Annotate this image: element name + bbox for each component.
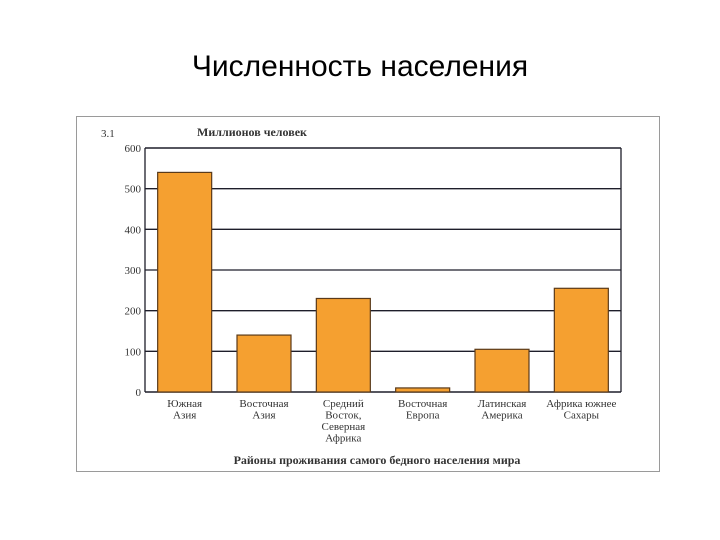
- x-tick-label: Южная Азия: [167, 398, 202, 422]
- grid-lines: [144, 147, 622, 393]
- y-tick-label: 600: [125, 143, 142, 155]
- x-tick-label: Средний Восток, Северная Африка: [321, 398, 365, 445]
- y-tick-label: 200: [125, 306, 142, 318]
- bar: [157, 171, 213, 393]
- y-axis-label: Миллионов человек: [197, 125, 307, 139]
- x-tick-label: Латинская Америка: [478, 398, 527, 422]
- slide-title: Численность населения: [191, 50, 529, 83]
- y-tick-labels: 600 500 400 300 200 100 0: [125, 143, 142, 399]
- y-tick-label: 400: [125, 224, 142, 236]
- bar: [553, 287, 609, 393]
- bar: [315, 297, 371, 393]
- y-tick-label: 0: [136, 387, 142, 399]
- y-tick-label: 100: [125, 346, 142, 358]
- y-tick-label: 500: [125, 184, 142, 196]
- x-tick-label: Восточная Азия: [239, 398, 288, 422]
- x-tick-label: Африка южнее Сахары: [546, 398, 616, 422]
- y-tick-label: 300: [125, 265, 142, 277]
- bar: [395, 387, 451, 393]
- bar: [474, 348, 530, 393]
- x-tick-labels: Южная Азия Восточная Азия Средний Восток, Севе…: [167, 398, 616, 445]
- x-tick-label: Восточная Европа: [398, 398, 447, 422]
- chart-figure: 3.1 Миллионов человек 600 500 400 300 200 100…: [76, 116, 660, 472]
- figure-number: 3.1: [101, 128, 115, 140]
- bars: [157, 171, 609, 393]
- bar-chart: 3.1 Миллионов человек 600 500 400 300 200 100…: [101, 125, 622, 467]
- bar: [236, 334, 292, 393]
- x-axis-label: Районы проживания самого бедного населен…: [234, 453, 521, 467]
